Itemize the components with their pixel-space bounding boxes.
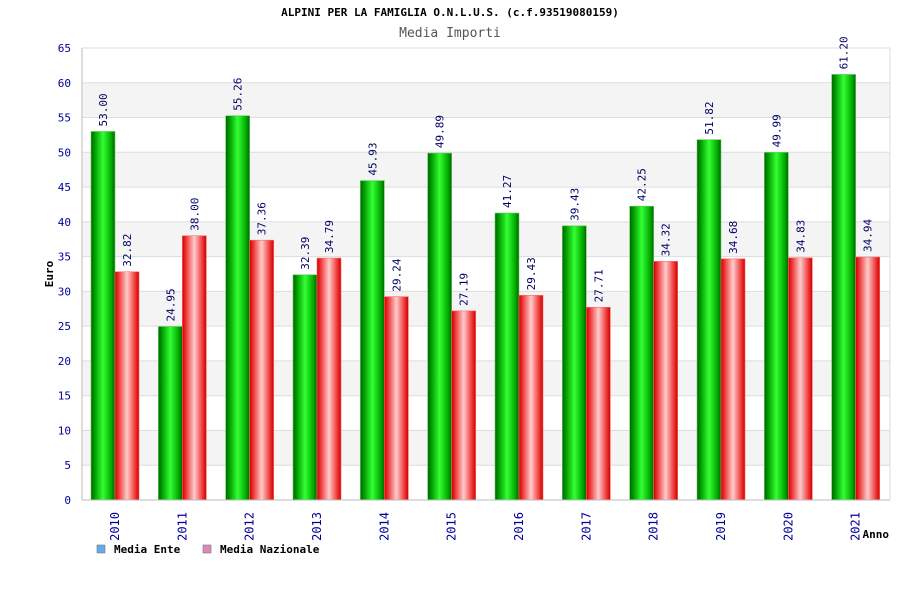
legend-label: Media Nazionale bbox=[220, 543, 320, 556]
data-label-nazionale: 29.24 bbox=[390, 258, 403, 291]
x-tick-label: 2018 bbox=[647, 512, 661, 541]
data-label-ente: 41.27 bbox=[501, 175, 514, 208]
bar-media-nazionale bbox=[788, 258, 812, 500]
bar-media-nazionale bbox=[384, 297, 408, 500]
chart-title: ALPINI PER LA FAMIGLIA O.N.L.U.S. (c.f.9… bbox=[281, 6, 619, 19]
grid-band bbox=[82, 83, 890, 118]
bar-media-ente bbox=[630, 206, 654, 500]
bar-media-ente bbox=[158, 327, 182, 500]
bar-media-ente bbox=[495, 213, 519, 500]
y-tick-label: 60 bbox=[58, 77, 71, 90]
bar-media-ente bbox=[226, 116, 250, 500]
y-tick-label: 35 bbox=[58, 251, 71, 264]
bar-media-nazionale bbox=[586, 307, 610, 500]
x-tick-label: 2014 bbox=[377, 512, 391, 541]
y-tick-label: 25 bbox=[58, 320, 71, 333]
y-tick-label: 10 bbox=[58, 424, 71, 437]
y-tick-label: 0 bbox=[64, 494, 71, 507]
x-tick-label: 2020 bbox=[781, 512, 795, 541]
x-tick-label: 2017 bbox=[579, 512, 593, 541]
bar-media-nazionale bbox=[856, 257, 880, 500]
y-tick-label: 20 bbox=[58, 355, 71, 368]
bar-media-ente bbox=[293, 275, 317, 500]
data-label-ente: 24.95 bbox=[164, 288, 177, 321]
bar-media-nazionale bbox=[115, 272, 139, 500]
y-tick-label: 45 bbox=[58, 181, 71, 194]
y-tick-label: 5 bbox=[64, 459, 71, 472]
data-label-ente: 55.26 bbox=[232, 78, 245, 111]
x-tick-label: 2010 bbox=[108, 512, 122, 541]
legend-swatch bbox=[97, 545, 105, 553]
data-label-nazionale: 27.71 bbox=[592, 269, 605, 302]
data-label-ente: 39.43 bbox=[568, 188, 581, 221]
bar-media-ente bbox=[697, 140, 721, 500]
data-label-nazionale: 29.43 bbox=[525, 257, 538, 290]
grid-band bbox=[82, 118, 890, 153]
legend-label: Media Ente bbox=[114, 543, 181, 556]
data-label-nazionale: 32.82 bbox=[121, 234, 134, 267]
y-axis-label: Euro bbox=[43, 260, 56, 287]
data-label-nazionale: 37.36 bbox=[256, 202, 269, 235]
data-label-ente: 61.20 bbox=[838, 36, 851, 69]
y-tick-label: 50 bbox=[58, 146, 71, 159]
data-label-ente: 45.93 bbox=[366, 142, 379, 175]
bar-media-nazionale bbox=[317, 258, 341, 500]
data-label-nazionale: 38.00 bbox=[188, 198, 201, 231]
data-label-ente: 32.39 bbox=[299, 237, 312, 270]
y-tick-label: 15 bbox=[58, 390, 71, 403]
chart-subtitle: Media Importi bbox=[399, 26, 501, 41]
legend-swatch bbox=[203, 545, 211, 553]
data-label-ente: 49.99 bbox=[770, 114, 783, 147]
bar-media-nazionale bbox=[182, 236, 206, 500]
bar-media-ente bbox=[91, 131, 115, 500]
legend: Media Ente Media Nazionale bbox=[97, 543, 320, 556]
bar-media-ente bbox=[764, 152, 788, 500]
data-label-nazionale: 34.94 bbox=[862, 219, 875, 252]
data-label-nazionale: 34.83 bbox=[794, 220, 807, 253]
data-label-nazionale: 34.68 bbox=[727, 221, 740, 254]
x-tick-label: 2015 bbox=[445, 512, 459, 541]
x-axis-label: Anno bbox=[863, 528, 890, 541]
bar-media-nazionale bbox=[519, 295, 543, 500]
data-label-nazionale: 27.19 bbox=[458, 273, 471, 306]
x-tick-label: 2016 bbox=[512, 512, 526, 541]
y-tick-label: 30 bbox=[58, 285, 71, 298]
bar-media-nazionale bbox=[452, 311, 476, 500]
bar-media-ente bbox=[832, 74, 856, 500]
x-tick-label: 2012 bbox=[243, 512, 257, 541]
bar-media-ente bbox=[360, 181, 384, 500]
data-label-ente: 49.89 bbox=[434, 115, 447, 148]
y-tick-label: 40 bbox=[58, 216, 71, 229]
x-tick-label: 2013 bbox=[310, 512, 324, 541]
data-label-nazionale: 34.79 bbox=[323, 220, 336, 253]
bar-media-nazionale bbox=[721, 259, 745, 500]
data-label-ente: 42.25 bbox=[636, 168, 649, 201]
grid-band bbox=[82, 48, 890, 83]
bar-media-ente bbox=[562, 226, 586, 500]
x-tick-label: 2019 bbox=[714, 512, 728, 541]
bar-media-nazionale bbox=[654, 261, 678, 500]
data-label-nazionale: 34.32 bbox=[660, 223, 673, 256]
x-tick-label: 2021 bbox=[849, 512, 863, 541]
y-tick-label: 55 bbox=[58, 112, 71, 125]
bar-media-ente bbox=[428, 153, 452, 500]
y-tick-label: 65 bbox=[58, 42, 71, 55]
data-label-ente: 53.00 bbox=[97, 93, 110, 126]
bar-media-nazionale bbox=[250, 240, 274, 500]
x-tick-label: 2011 bbox=[175, 512, 189, 541]
data-label-ente: 51.82 bbox=[703, 102, 716, 135]
